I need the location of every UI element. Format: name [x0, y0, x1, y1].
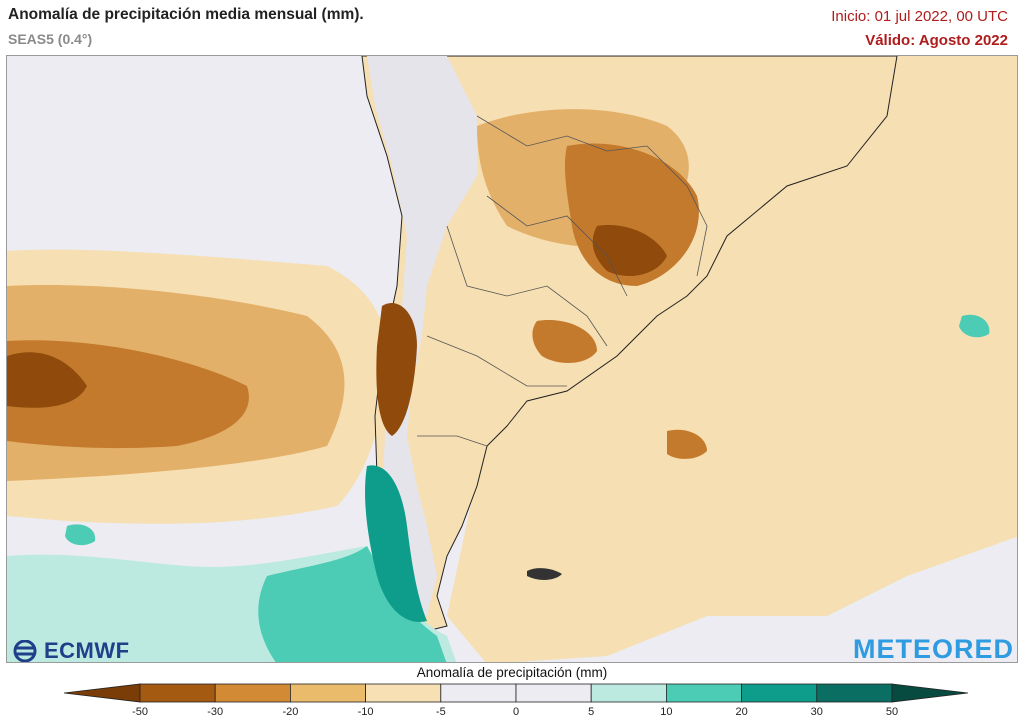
colorbar-segment [666, 683, 743, 703]
valid-period: Válido: Agosto 2022 [865, 32, 1008, 49]
map-title: Anomalía de precipitación media mensual … [8, 6, 364, 23]
colorbar [64, 683, 968, 703]
colorbar-tick-label: 5 [588, 706, 595, 718]
atlantic-dry-cell [667, 429, 707, 459]
colorbar-tick-label: -30 [207, 706, 224, 718]
pacific-wet-cell [65, 524, 96, 546]
colorbar-segment [440, 683, 517, 703]
colorbar-segment [289, 683, 366, 703]
ecmwf-logo: ECMWF [10, 638, 130, 664]
colorbar-segment [590, 683, 667, 703]
chile-dry-core [376, 302, 417, 436]
pacific-dry-max [7, 352, 87, 408]
atlantic-wet-cell [959, 314, 990, 338]
colorbar-segment [214, 683, 291, 703]
colorbar-segment [139, 683, 216, 703]
colorbar-tick-label: -10 [357, 706, 374, 718]
meteored-logo: METEORED [852, 634, 1014, 664]
andes-neutral [367, 56, 477, 616]
paraguay-dry-core [592, 225, 667, 276]
colorbar-tick-label: -50 [132, 706, 148, 718]
colorbar-tick-label: 20 [735, 706, 748, 718]
colorbar-arrow-left [64, 683, 141, 703]
pampas-dry-anomaly [532, 320, 597, 363]
colorbar-tick-label: 10 [660, 706, 673, 718]
ecmwf-emblem-icon [13, 640, 37, 662]
falkland-islands [527, 568, 562, 580]
model-label: SEAS5 (0.4°) [8, 31, 93, 47]
colorbar-tick-label: 0 [512, 706, 520, 718]
colorbar-segment [515, 683, 592, 703]
colorbar-arrow-right [891, 683, 968, 703]
init-date: Inicio: 01 jul 2022, 00 UTC [831, 8, 1008, 25]
colorbar-segment [816, 683, 893, 703]
colorbar-segment [741, 683, 818, 703]
patagonia-wet-anomaly [258, 546, 447, 662]
colorbar-segment [365, 683, 442, 703]
colorbar-tick-label: 30 [810, 706, 823, 718]
colorbar-tick-label: -20 [282, 706, 299, 718]
ecmwf-wordmark: ECMWF [44, 638, 130, 663]
country-borders [417, 115, 708, 447]
map-canvas [7, 56, 1017, 662]
southern-chile-wet-core [365, 465, 427, 622]
colorbar-tick-label: -5 [435, 706, 446, 718]
colorbar-tick-label: 50 [885, 706, 899, 718]
anomaly-map [6, 55, 1018, 663]
legend-title: Anomalía de precipitación (mm) [416, 665, 608, 680]
